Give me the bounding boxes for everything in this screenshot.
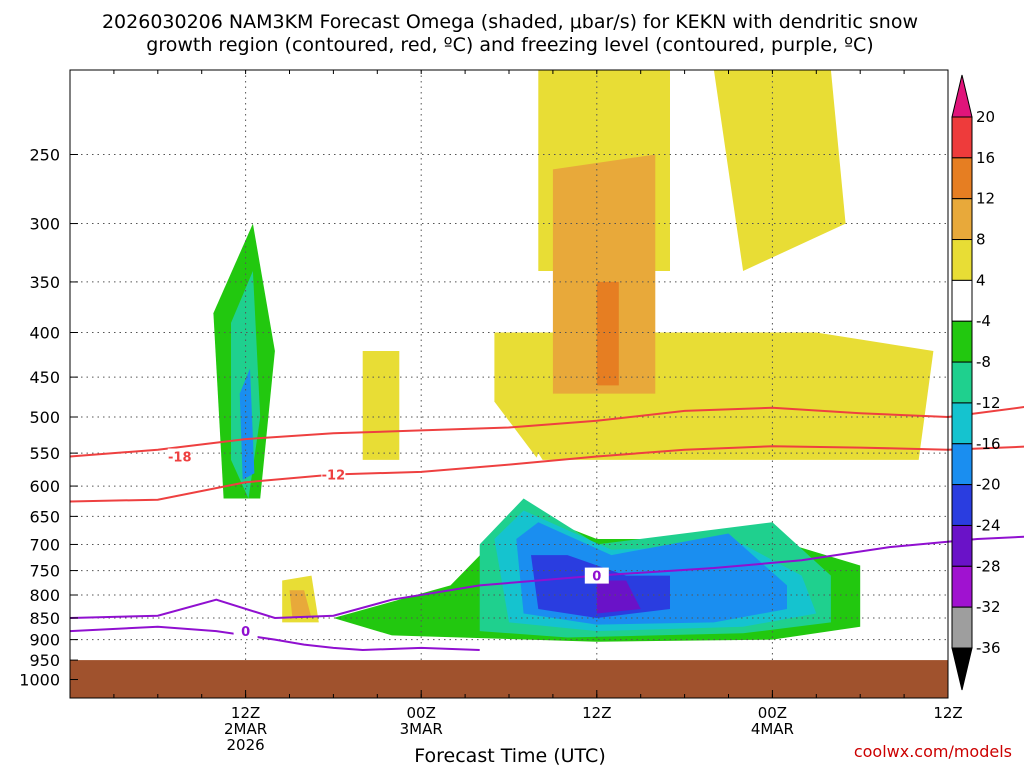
contour-lines: -18 -12 0 0 [69, 406, 1024, 652]
colorbar-label: -12 [976, 394, 1001, 412]
y-tick-label: 950 [29, 651, 60, 670]
freezing-level-contour-line [69, 535, 1024, 620]
freezing-level-contour-label-bg [584, 567, 609, 584]
colorbar-bottom-triangle [951, 647, 973, 691]
colorbar-label: 8 [976, 231, 986, 249]
colorbar-label: -28 [976, 557, 1001, 575]
dgz-contour-line [69, 406, 1024, 458]
y-tick-label: 850 [29, 609, 60, 628]
freezing-level-contour-label-bg [233, 623, 258, 640]
colorbar-segment [951, 116, 973, 159]
colorbar-segment [951, 565, 973, 608]
colorbar-label: -24 [976, 516, 1001, 534]
x-axis-title: Forecast Time (UTC) [414, 745, 605, 767]
colorbar-segment [951, 198, 973, 241]
colorbar-label: 12 [976, 190, 995, 208]
omega-region-upper-lift-orange-core [596, 281, 619, 386]
omega-region-upper-lift-yellow-right [713, 70, 846, 271]
dgz-contour-line [69, 445, 1024, 503]
colorbar-segment [951, 484, 973, 526]
y-tick-label: 550 [29, 444, 60, 463]
freezing-level-contour-label: 0 [592, 570, 601, 585]
y-tick-label: 1000 [19, 671, 60, 690]
y-tick-label: 400 [29, 324, 60, 343]
x-tick-label: 2026 [227, 736, 265, 754]
colorbar-label: 16 [976, 149, 995, 167]
colorbar-label: -8 [976, 353, 991, 371]
colorbar-label: -36 [976, 639, 1001, 657]
y-tick-label: 800 [29, 586, 60, 605]
x-tick-label: 2MAR [224, 720, 267, 738]
x-tick-label: 12Z [231, 704, 260, 722]
chart-title-line-1: 2026030206 NAM3KM Forecast Omega (shaded… [102, 11, 918, 33]
colorbar-label: -20 [976, 476, 1001, 494]
freezing-level-contour-line [69, 625, 480, 652]
colorbar-segment [951, 279, 973, 322]
y-tick-label: 650 [29, 507, 60, 526]
ground-fill [70, 660, 948, 698]
dgz-contour-label: -18 [168, 451, 192, 466]
y-tick-label: 600 [29, 477, 60, 496]
y-tick-label: 250 [29, 146, 60, 165]
colorbar-top-triangle [951, 74, 973, 118]
omega-region-low-orange-blob [289, 590, 312, 618]
colorbar-segment [951, 524, 973, 567]
x-tick-label: 12Z [933, 704, 962, 722]
x-tick-label: 00Z [407, 704, 436, 722]
y-tick-label: 350 [29, 273, 60, 292]
colorbar-label: -32 [976, 598, 1001, 616]
y-tick-label: 300 [29, 215, 60, 234]
colorbar: 20 16 12 8 4 -4 -8 -12 -16 -20 -24 -28 -32 -36 [951, 74, 1001, 691]
colorbar-segment [951, 361, 973, 404]
x-tick-label: 00Z [758, 704, 787, 722]
colorbar-segment [951, 606, 973, 649]
colorbar-segment [951, 443, 973, 486]
credit-text: coolwx.com/models [854, 742, 1012, 761]
colorbar-label: 4 [976, 271, 986, 289]
dgz-contour-label-bg [321, 466, 346, 483]
x-tick-label: 12Z [582, 704, 611, 722]
omega-shaded-regions [157, 70, 1024, 646]
colorbar-label: -4 [976, 312, 991, 330]
colorbar-label: 20 [976, 108, 995, 126]
dgz-contour-label: -12 [322, 469, 346, 484]
x-tick-label: 3MAR [400, 720, 443, 738]
ground-layer [70, 660, 948, 698]
freezing-level-contour-label: 0 [241, 625, 250, 640]
chart-title-line-2: growth region (contoured, red, ºC) and f… [146, 34, 873, 56]
colorbar-segment [951, 157, 973, 200]
omega-region-upper-lift-yellow-left [362, 351, 400, 460]
colorbar-segment [951, 320, 973, 363]
y-tick-label: 450 [29, 368, 60, 387]
colorbar-segment [951, 402, 973, 445]
omega-region-low-purple-core-2 [596, 580, 641, 614]
y-axis-ticks: 250 300 350 400 450 500 550 600 650 700 750 800 850 9… [19, 146, 78, 690]
grid-lines [70, 70, 949, 661]
y-tick-label: 900 [29, 631, 60, 650]
colorbar-label: -16 [976, 435, 1001, 453]
omega-region-left-column-blue [239, 368, 255, 480]
y-tick-label: 700 [29, 535, 60, 554]
y-tick-label: 500 [29, 408, 60, 427]
colorbar-segment [951, 239, 973, 281]
dgz-contour-label-bg [167, 448, 192, 465]
omega-region-upper-lift-orange [552, 154, 656, 394]
omega-region-right-column-green [1013, 254, 1024, 627]
y-tick-label: 750 [29, 562, 60, 581]
x-tick-label: 4MAR [751, 720, 794, 738]
